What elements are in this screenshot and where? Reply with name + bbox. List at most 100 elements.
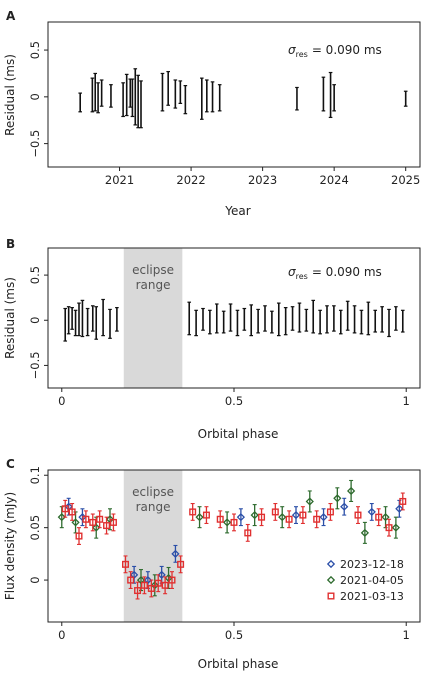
y-tick-label: 0.05 xyxy=(28,515,42,541)
residual-point xyxy=(373,309,378,333)
residual-point xyxy=(178,80,183,104)
panel-b-label: B xyxy=(6,237,15,251)
flux-point-2021-04-05 xyxy=(250,504,259,527)
flux-point-2021-03-13 xyxy=(68,502,76,521)
panel-a-y-axis-label: Residual (ms) xyxy=(3,54,17,136)
y-tick-label: 0 xyxy=(28,576,42,583)
residual-point xyxy=(136,74,140,129)
residual-point xyxy=(208,309,212,335)
legend-label-2021-04-05: 2021-04-05 xyxy=(340,574,404,587)
residual-point xyxy=(80,299,85,338)
flux-point-2021-03-13 xyxy=(109,513,117,532)
residual-point xyxy=(214,303,219,334)
x-tick-label: 1 xyxy=(403,394,410,408)
residual-point xyxy=(332,305,336,332)
panel-a-frame xyxy=(47,21,421,168)
flux-point-2021-03-13 xyxy=(103,516,111,535)
residual-point xyxy=(201,307,205,331)
residual-point xyxy=(332,84,336,112)
residual-point xyxy=(270,310,274,334)
flux-point-2021-03-13 xyxy=(147,579,155,598)
panel-b-y-ticks: −0.5 0 0.5 xyxy=(28,266,48,379)
panel-c-label: C xyxy=(6,457,15,471)
y-tick-label: 0 xyxy=(28,317,42,324)
x-tick-label: 0.5 xyxy=(225,394,243,408)
panel-b-sigma-sub: res xyxy=(296,272,308,281)
flux-point-2021-03-13 xyxy=(177,555,185,574)
flux-point-2021-04-05 xyxy=(305,490,314,513)
panel-c-legend: 2023-12-18 2021-04-05 2021-03-13 xyxy=(326,558,404,603)
residual-point xyxy=(109,84,113,108)
flux-point-2021-04-05 xyxy=(222,511,232,534)
panel-b: B 0 0.5 1 −0.500.5 eclipse range Orbital p… xyxy=(3,237,421,441)
residual-point xyxy=(115,307,119,332)
flux-point-2021-03-13 xyxy=(285,510,293,529)
residual-point xyxy=(78,92,82,113)
legend-item-2021-04-05: 2021-04-05 xyxy=(326,574,404,587)
residual-point xyxy=(90,77,95,113)
x-tick-label: 0 xyxy=(58,628,65,642)
flux-point-2023-12-18 xyxy=(236,508,246,527)
flux-point-2021-03-13 xyxy=(161,576,169,595)
y-tick-label: −0.5 xyxy=(28,351,42,379)
residual-point xyxy=(249,304,254,337)
residual-point xyxy=(263,305,267,332)
panel-b-sigma-symbol: σ xyxy=(288,265,296,279)
legend-label-2023-12-18: 2023-12-18 xyxy=(340,558,404,571)
flux-point-2023-12-18 xyxy=(171,544,180,563)
residual-point xyxy=(321,76,326,112)
residual-point xyxy=(403,90,408,107)
flux-point-2021-03-13 xyxy=(127,571,135,590)
residual-point xyxy=(108,308,112,339)
residual-point xyxy=(210,81,215,113)
residual-point xyxy=(359,309,364,335)
panel-b-sigma-annotation: σres = 0.090 ms xyxy=(288,265,382,281)
flux-point-2021-04-05 xyxy=(278,506,287,529)
x-tick-label: 2021 xyxy=(105,173,134,187)
residual-point xyxy=(205,79,209,113)
flux-point-2021-03-13 xyxy=(61,499,69,518)
panel-c-y-ticks: 0 0.05 0.1 xyxy=(28,466,48,584)
residual-point xyxy=(93,72,98,112)
residual-point xyxy=(121,82,125,118)
flux-point-2023-12-18 xyxy=(367,502,376,521)
residual-point xyxy=(124,73,129,117)
residual-point xyxy=(63,307,68,342)
panel-c-x-axis-label: Orbital phase xyxy=(198,657,279,671)
flux-point-2021-03-13 xyxy=(354,506,362,525)
residual-point xyxy=(166,70,170,106)
y-tick-label: −0.5 xyxy=(28,130,42,158)
flux-point-2021-03-13 xyxy=(168,571,176,590)
flux-point-2021-04-05 xyxy=(346,479,356,502)
panel-c: C 0 0.5 1 00.050.1 eclipse range Orbital p… xyxy=(3,457,421,671)
x-tick-label: 1 xyxy=(403,628,410,642)
panel-a-x-axis-label: Year xyxy=(224,204,250,218)
residual-point xyxy=(400,309,405,333)
panel-a-y-ticks: −0.5 0 0.5 xyxy=(28,41,48,158)
panel-b-x-axis-label: Orbital phase xyxy=(198,427,279,441)
flux-point-2021-04-05 xyxy=(391,516,401,539)
residual-point xyxy=(297,302,302,333)
residual-point xyxy=(85,307,90,337)
residual-point xyxy=(217,84,222,112)
flux-point-2021-03-13 xyxy=(216,510,224,529)
panel-b-eclipse-label-line2: range xyxy=(136,278,171,292)
residual-point xyxy=(290,306,295,331)
flux-point-2021-03-13 xyxy=(202,506,210,525)
panel-a-x-ticks: 2021 2022 2023 2024 2025 xyxy=(105,167,420,187)
flux-point-2021-03-13 xyxy=(244,523,252,542)
residual-point xyxy=(77,302,81,337)
residual-point xyxy=(311,299,316,334)
flux-point-2021-03-13 xyxy=(154,574,162,593)
flux-point-2021-03-13 xyxy=(121,555,129,574)
flux-point-2021-03-13 xyxy=(230,513,238,532)
legend-item-2021-03-13: 2021-03-13 xyxy=(327,590,404,603)
residual-point xyxy=(173,79,178,109)
residual-point xyxy=(130,78,135,118)
flux-point-2021-03-13 xyxy=(82,510,90,529)
x-tick-label: 2023 xyxy=(248,173,277,187)
flux-point-2021-03-13 xyxy=(89,513,97,532)
flux-point-2021-03-13 xyxy=(299,506,307,525)
flux-point-2021-03-13 xyxy=(385,518,393,537)
flux-point-2021-03-13 xyxy=(326,502,334,521)
